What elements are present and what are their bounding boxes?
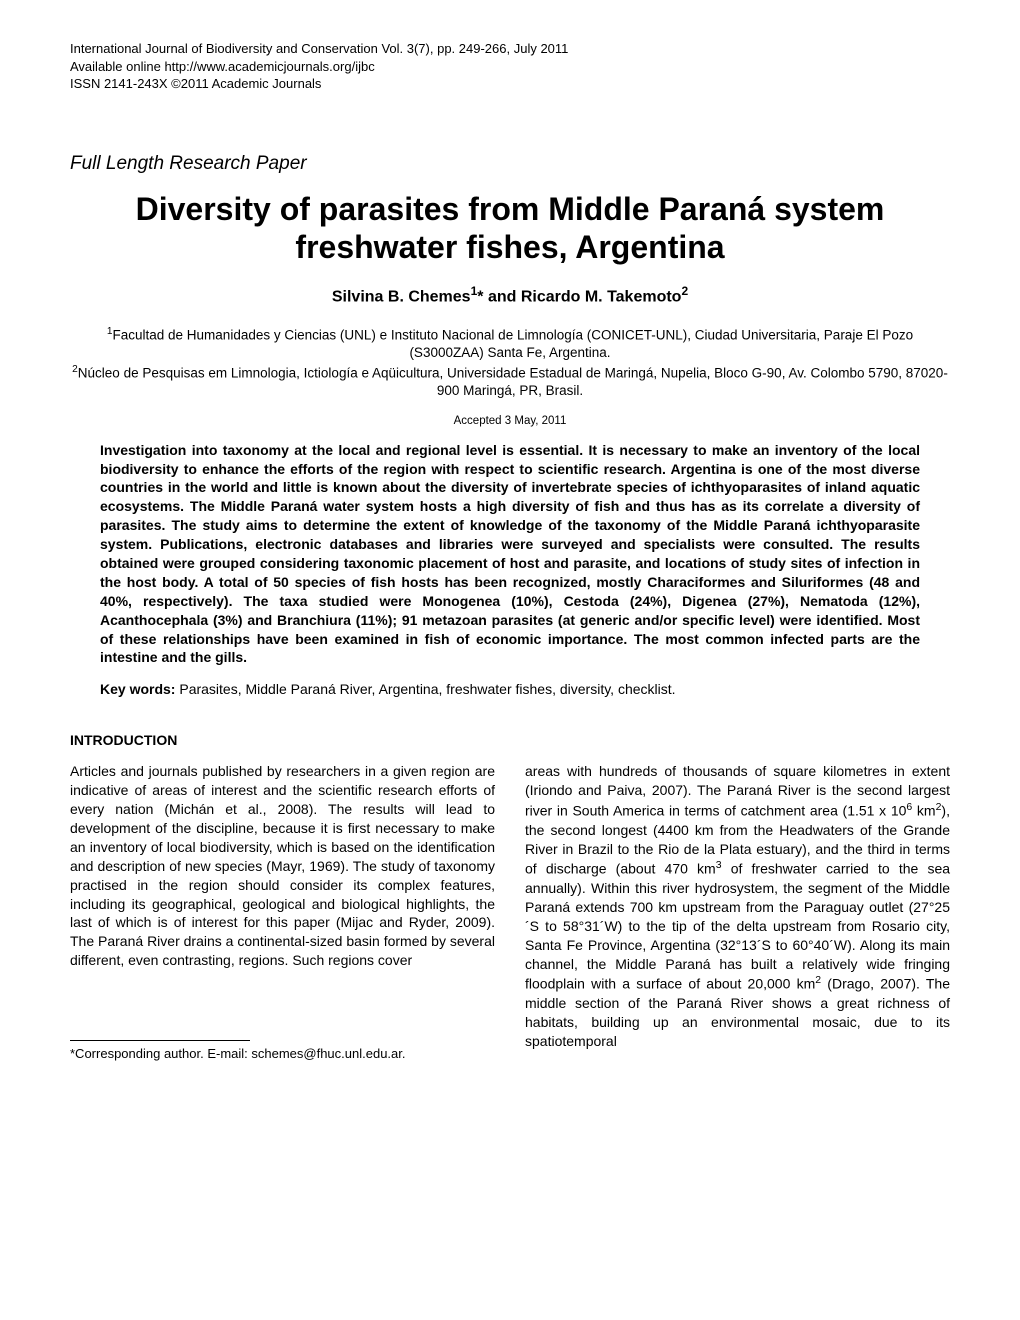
journal-header: International Journal of Biodiversity an… [70, 40, 950, 93]
right-column: areas with hundreds of thousands of squa… [525, 762, 950, 1062]
paper-title: Diversity of parasites from Middle Paran… [70, 190, 950, 267]
body-columns: Articles and journals published by resea… [70, 762, 950, 1062]
page: International Journal of Biodiversity an… [0, 0, 1020, 1103]
corresponding-author-footnote: *Corresponding author. E-mail: schemes@f… [70, 1045, 495, 1063]
left-column: Articles and journals published by resea… [70, 762, 495, 1062]
journal-line: ISSN 2141-243X ©2011 Academic Journals [70, 75, 950, 93]
authors: Silvina B. Chemes1* and Ricardo M. Takem… [70, 284, 950, 306]
affiliation: 2Núcleo de Pesquisas em Limnologia, Icti… [70, 363, 950, 401]
accepted-date: Accepted 3 May, 2011 [70, 415, 950, 427]
keywords-text: Parasites, Middle Paraná River, Argentin… [175, 681, 675, 697]
paper-type: Full Length Research Paper [70, 153, 950, 175]
body-text: Articles and journals published by resea… [70, 762, 495, 970]
journal-line: International Journal of Biodiversity an… [70, 40, 950, 58]
keywords-label: Key words: [100, 681, 175, 697]
journal-line: Available online http://www.academicjour… [70, 58, 950, 76]
footnote-rule [70, 1040, 250, 1041]
body-text: areas with hundreds of thousands of squa… [525, 762, 950, 1050]
keywords: Key words: Parasites, Middle Paraná Rive… [70, 681, 950, 697]
affiliations: 1Facultad de Humanidades y Ciencias (UNL… [70, 325, 950, 401]
section-heading-introduction: INTRODUCTION [70, 732, 950, 748]
affiliation: 1Facultad de Humanidades y Ciencias (UNL… [70, 325, 950, 363]
abstract: Investigation into taxonomy at the local… [70, 441, 950, 668]
